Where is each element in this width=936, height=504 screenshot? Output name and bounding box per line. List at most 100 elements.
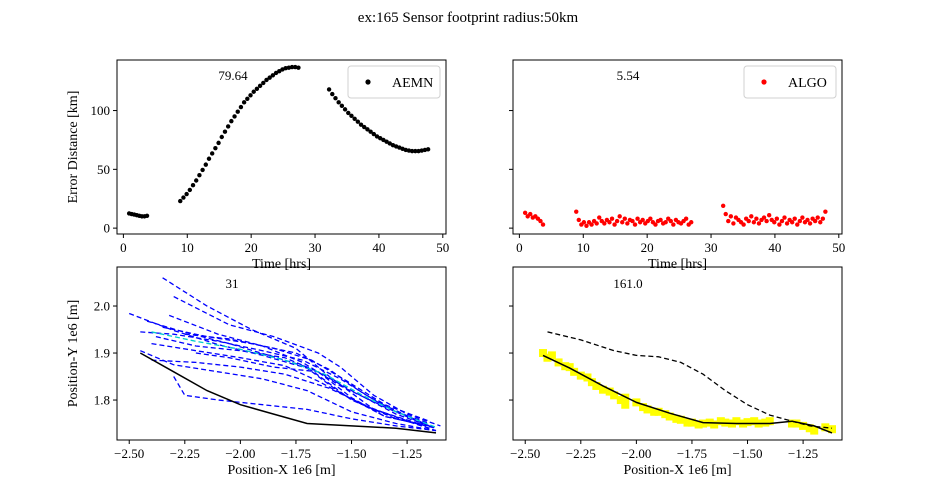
data-point xyxy=(206,156,212,161)
data-point xyxy=(789,220,795,225)
data-point xyxy=(815,215,820,220)
series-dashed-line xyxy=(173,376,437,432)
data-point xyxy=(635,216,640,221)
data-point xyxy=(425,147,431,152)
legend: AEMN xyxy=(347,65,441,99)
data-point xyxy=(612,222,617,227)
annotation-value: 79.64 xyxy=(218,68,248,83)
y-tick-label: 50 xyxy=(97,162,110,177)
data-point xyxy=(731,221,736,226)
data-point xyxy=(538,218,543,224)
data-point xyxy=(592,381,601,390)
data-point xyxy=(749,214,754,219)
data-point xyxy=(296,65,301,70)
data-point xyxy=(587,378,596,387)
plot-area xyxy=(126,64,431,219)
x-tick-label: 40 xyxy=(372,240,385,255)
data-point xyxy=(213,145,218,151)
subplot-trajectory-aemn: −2.50 −2.25 −2.00 −1.75 −1.50 −1.25 1.8 1.9 2.0 P… xyxy=(66,266,447,478)
series-8 xyxy=(155,335,430,427)
data-point xyxy=(371,131,377,137)
data-point xyxy=(200,167,205,173)
legend-label: AEMN xyxy=(392,76,433,91)
series-dashed-line xyxy=(151,359,419,425)
data-point xyxy=(589,222,594,227)
legend-marker xyxy=(761,79,767,85)
data-point xyxy=(267,75,272,80)
y-axis-label: Position-Y 1e6 [m] xyxy=(66,300,81,408)
series-14 xyxy=(151,331,437,428)
data-point xyxy=(219,134,224,140)
data-point xyxy=(689,220,694,225)
data-point xyxy=(565,363,574,372)
data-point xyxy=(270,73,276,78)
figure-title: ex:165 Sensor footprint radius:50km xyxy=(358,10,579,26)
data-point xyxy=(761,215,767,220)
data-point xyxy=(365,127,370,132)
x-tick-label: −1.25 xyxy=(788,446,818,461)
data-point xyxy=(248,93,253,98)
data-point xyxy=(797,218,803,224)
data-point xyxy=(772,220,777,225)
series-0 xyxy=(128,312,430,427)
data-point xyxy=(800,215,805,220)
series-dashed-line xyxy=(173,296,441,427)
series-12 xyxy=(195,352,437,429)
series-5 xyxy=(173,296,441,427)
axes-frame xyxy=(116,266,447,441)
y-tick-label: 100 xyxy=(91,103,111,118)
data-point xyxy=(194,178,199,183)
data-point xyxy=(187,187,193,193)
data-point xyxy=(741,222,746,227)
data-point xyxy=(609,216,615,221)
x-tick-label: 50 xyxy=(436,240,449,255)
x-tick-label: −1.50 xyxy=(732,446,762,461)
x-tick-label: 20 xyxy=(641,240,654,255)
data-point xyxy=(614,218,620,224)
y-tick-label: 1.9 xyxy=(94,346,110,361)
data-point xyxy=(672,414,681,423)
x-axis-label: Position-X 1e6 [m] xyxy=(623,463,731,478)
data-point xyxy=(694,420,703,429)
data-point xyxy=(261,80,266,86)
data-point xyxy=(632,222,638,227)
data-point xyxy=(413,148,418,154)
series-dashed-line xyxy=(168,314,423,425)
data-point xyxy=(658,217,663,223)
data-point xyxy=(602,221,607,226)
x-tick-label: −2.25 xyxy=(566,446,596,461)
data-point xyxy=(810,426,819,435)
x-tick-label: −1.50 xyxy=(336,446,366,461)
series-dashed-line xyxy=(140,350,437,432)
data-point xyxy=(622,216,627,221)
data-point xyxy=(336,100,341,105)
data-point xyxy=(409,148,415,154)
axes-frame xyxy=(512,59,843,235)
series-4 xyxy=(140,350,437,432)
x-tick-label: 20 xyxy=(245,240,258,255)
x-axis-label: Time [hrs] xyxy=(252,257,311,272)
data-point xyxy=(716,417,725,426)
data-point xyxy=(599,385,608,394)
x-axis-label: Time [hrs] xyxy=(648,257,707,272)
data-point xyxy=(640,217,645,223)
legend-box xyxy=(743,65,837,99)
data-point xyxy=(178,198,183,204)
data-point xyxy=(597,215,602,220)
x-tick-label: −1.75 xyxy=(677,446,707,461)
data-point xyxy=(787,419,796,428)
data-point xyxy=(241,100,247,105)
data-point xyxy=(743,418,752,427)
data-point xyxy=(820,216,826,221)
data-point xyxy=(144,213,150,218)
data-point xyxy=(653,222,658,227)
data-point xyxy=(610,391,619,400)
data-point xyxy=(805,424,814,433)
data-point xyxy=(203,162,208,167)
data-point xyxy=(726,218,731,224)
y-tick-label: 0 xyxy=(104,221,111,236)
subplot-trajectory-algo: −2.50 −2.25 −2.00 −1.75 −1.50 −1.25 Position-X… xyxy=(509,266,843,478)
series-dashed-line xyxy=(151,331,437,428)
data-point xyxy=(349,113,354,119)
data-point xyxy=(235,109,240,114)
